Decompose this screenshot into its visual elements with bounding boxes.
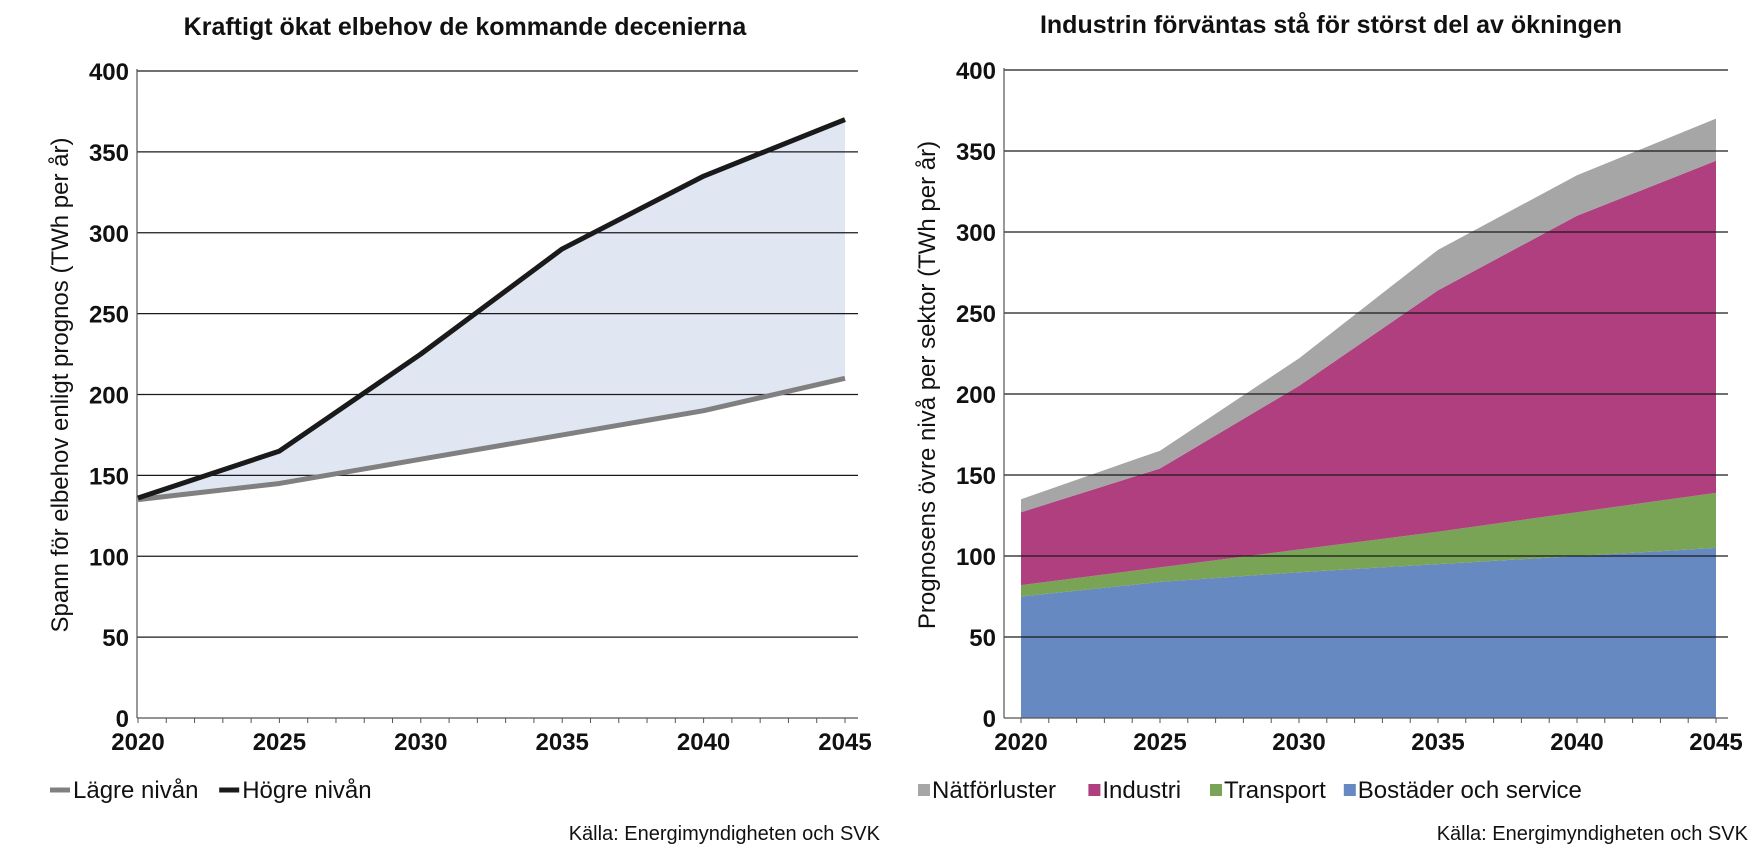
y-tick-label: 350 xyxy=(89,140,129,167)
left-plot-area: 0 50 100 150 200 250 300 350 400 2020 2025 2030 2035… xyxy=(89,59,872,756)
range-band-group xyxy=(138,119,845,500)
area-transport xyxy=(1021,492,1716,597)
x-tick-label: 2020 xyxy=(994,729,1047,756)
range-band xyxy=(138,119,845,500)
legend-label: Transport xyxy=(1224,777,1326,804)
y-tick-label: 300 xyxy=(956,220,996,247)
y-tick-label: 400 xyxy=(89,59,129,86)
y-tick-label: 100 xyxy=(956,544,996,571)
x-tick-label: 2035 xyxy=(1411,729,1464,756)
legend-label: Bostäder och service xyxy=(1358,777,1582,804)
y-tick-label: 0 xyxy=(116,706,129,733)
series-line xyxy=(137,375,846,503)
legend-swatch xyxy=(1210,784,1222,796)
legend-label: Nätförluster xyxy=(932,777,1056,804)
area-industri xyxy=(1021,160,1716,586)
right-source-note: Källa: Energimyndigheten och SVK xyxy=(1437,823,1749,845)
y-tick-label: 350 xyxy=(956,139,996,166)
legend-swatch xyxy=(1088,784,1101,796)
x-tick-label: 2025 xyxy=(253,729,306,756)
legend-label: Högre nivån xyxy=(242,777,371,804)
legend-label: Industri xyxy=(1102,777,1181,804)
series-line xyxy=(137,117,846,501)
stacked-areas-group xyxy=(1021,118,1716,718)
axes-group: 0 50 100 150 200 250 300 350 400 2020 2025 2030 2035… xyxy=(89,59,872,756)
x-tick-label: 2040 xyxy=(677,729,730,756)
right-plot-area: 0 50 100 150 200 250 300 350 400 2020 2025 2030 2035… xyxy=(956,58,1743,756)
x-tick-label: 2040 xyxy=(1550,729,1603,756)
y-tick-label: 250 xyxy=(956,301,996,328)
x-tick-label: 2035 xyxy=(536,729,589,756)
y-tick-label: 50 xyxy=(102,625,129,652)
area-bostäder-och-service xyxy=(1021,547,1716,718)
right-legend: Nätförluster Industri Transport Bostäder oc… xyxy=(918,777,1582,804)
legend-swatch xyxy=(1343,784,1356,796)
left-y-axis-label: Spann för elbehov enligt prognos (TWh pe… xyxy=(47,138,74,633)
x-tick-label: 2045 xyxy=(1689,729,1742,756)
x-tick-label: 2020 xyxy=(111,729,164,756)
y-tick-label: 400 xyxy=(956,58,996,85)
left-source-note: Källa: Energimyndigheten och SVK xyxy=(569,823,881,845)
y-tick-label: 200 xyxy=(956,382,996,409)
right-chart-title: Industrin förväntas stå för störst del a… xyxy=(1040,11,1622,39)
y-tick-label: 100 xyxy=(89,544,129,571)
left-chart-title: Kraftigt ökat elbehov de kommande deceni… xyxy=(184,13,748,41)
y-tick-label: 300 xyxy=(89,221,129,248)
x-tick-label: 2030 xyxy=(394,729,447,756)
y-tick-label: 150 xyxy=(89,463,129,490)
legend-label: Lägre nivån xyxy=(73,777,198,804)
area-nätförluster xyxy=(1021,118,1716,513)
right-y-axis-label: Prognosens övre nivå per sektor (TWh per… xyxy=(914,141,941,629)
left-legend: Lägre nivån Högre nivån xyxy=(50,777,372,804)
y-tick-label: 150 xyxy=(956,463,996,490)
x-tick-label: 2045 xyxy=(818,729,871,756)
y-tick-label: 250 xyxy=(89,302,129,329)
axes-group: 0 50 100 150 200 250 300 350 400 2020 2025 2030 2035… xyxy=(956,58,1743,756)
y-tick-label: 200 xyxy=(89,383,129,410)
legend-swatch xyxy=(918,784,930,796)
y-tick-label: 0 xyxy=(983,706,996,733)
x-tick-label: 2030 xyxy=(1272,729,1325,756)
y-tick-label: 50 xyxy=(969,625,996,652)
x-tick-label: 2025 xyxy=(1133,729,1186,756)
